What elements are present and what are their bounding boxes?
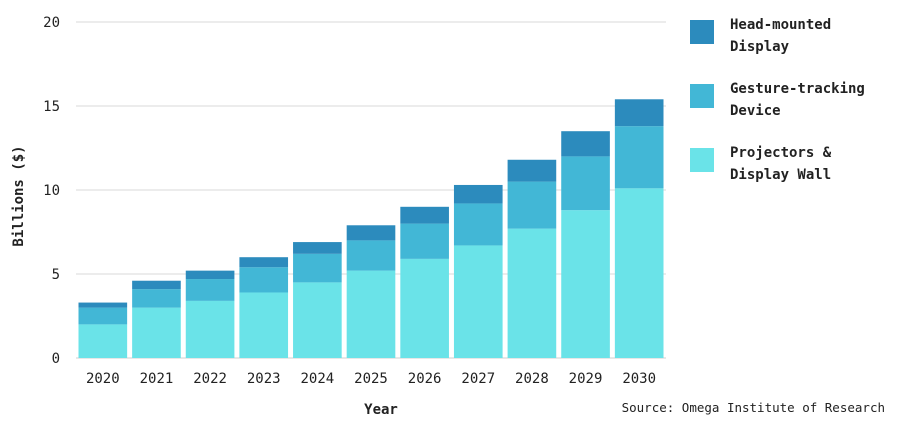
bar-2022-series-2 (185, 270, 235, 280)
y-tick-label: 5 (52, 267, 60, 283)
bar-2029-series-2 (561, 131, 610, 157)
x-axis-title: Year (364, 402, 398, 418)
legend-swatch (690, 20, 714, 44)
x-tick-label: 2022 (193, 371, 227, 387)
bar-2028-series-0 (507, 228, 557, 358)
bar-2020-series-2 (78, 302, 128, 308)
bar-2025-series-1 (346, 240, 396, 271)
x-tick-label: 2020 (86, 371, 120, 387)
x-tick-label: 2023 (247, 371, 281, 387)
bar-2021-series-0 (132, 307, 181, 358)
bar-2029-series-0 (561, 210, 610, 358)
bar-2027-series-2 (453, 184, 503, 204)
bar-2024-series-2 (293, 242, 342, 254)
bar-2026-series-0 (400, 258, 449, 358)
legend-label: Gesture-tracking Device (730, 81, 865, 119)
bar-2030-series-0 (614, 188, 664, 358)
bar-2023-series-0 (239, 292, 289, 358)
bar-2020-series-0 (78, 324, 128, 358)
y-tick-label: 0 (52, 351, 60, 367)
legend-item-projectors-display-wall: Projectors & Display Wall (690, 142, 895, 186)
bar-2026-series-2 (400, 206, 449, 224)
bar-2022-series-1 (185, 279, 235, 301)
x-tick-label: 2026 (408, 371, 442, 387)
bar-2025-series-0 (346, 270, 396, 358)
x-tick-label: 2025 (354, 371, 388, 387)
legend: Head-mounted Display Gesture-tracking De… (690, 14, 895, 206)
bar-2020-series-1 (78, 307, 128, 325)
bar-2030-series-1 (614, 126, 664, 189)
bar-2030-series-2 (614, 99, 664, 127)
bar-2028-series-2 (507, 159, 557, 182)
y-tick-label: 15 (43, 99, 60, 115)
bar-2021-series-1 (132, 289, 181, 308)
bar-2029-series-1 (561, 156, 610, 211)
bar-2027-series-0 (453, 245, 503, 358)
bars (78, 99, 664, 358)
bar-2022-series-0 (185, 300, 235, 358)
bar-2021-series-2 (132, 280, 181, 290)
bar-2027-series-1 (453, 203, 503, 246)
y-axis-title: Billions ($) (11, 145, 27, 246)
source-note: Source: Omega Institute of Research (621, 400, 885, 415)
x-tick-labels: 2020 2021 2022 2023 2024 2025 2026 2027 2028 2029… (86, 371, 656, 387)
x-tick-label: 2028 (515, 371, 549, 387)
bar-2023-series-2 (239, 257, 289, 268)
bar-2026-series-1 (400, 223, 449, 259)
legend-label: Projectors & Display Wall (730, 145, 832, 183)
bar-2024-series-1 (293, 253, 342, 283)
y-tick-label: 10 (43, 183, 60, 199)
legend-swatch (690, 84, 714, 108)
x-tick-label: 2029 (569, 371, 603, 387)
bar-2025-series-2 (346, 225, 396, 241)
x-tick-label: 2027 (461, 371, 495, 387)
legend-item-head-mounted-display: Head-mounted Display (690, 14, 895, 58)
x-tick-label: 2030 (622, 371, 656, 387)
legend-label: Head-mounted Display (730, 17, 832, 55)
x-tick-label: 2024 (301, 371, 335, 387)
bar-2023-series-1 (239, 267, 289, 293)
x-tick-label: 2021 (140, 371, 174, 387)
bar-2028-series-1 (507, 181, 557, 229)
legend-item-gesture-tracking-device: Gesture-tracking Device (690, 78, 895, 122)
bar-2024-series-0 (293, 282, 342, 358)
y-tick-label: 20 (43, 15, 60, 31)
y-tick-labels: 0 5 10 15 20 (43, 15, 60, 367)
legend-swatch (690, 148, 714, 172)
